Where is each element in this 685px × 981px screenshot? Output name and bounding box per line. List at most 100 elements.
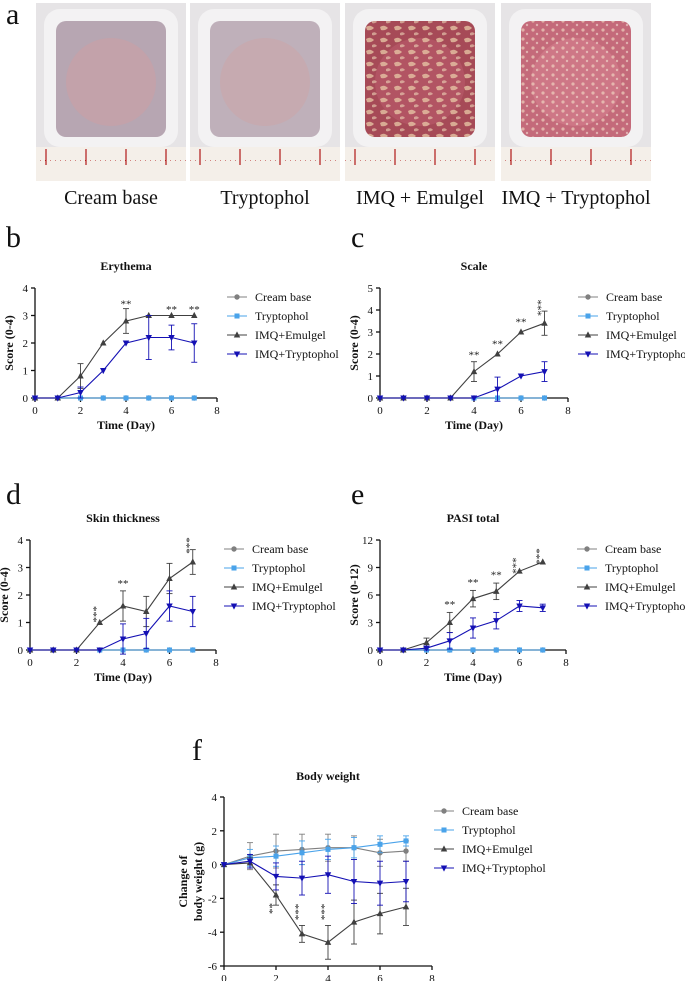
legend-item: Cream base <box>577 542 661 556</box>
lesion-area <box>220 38 310 126</box>
y-tick-label: 4 <box>23 283 29 295</box>
series-tryptophol <box>221 835 409 868</box>
y-tick-label: 1 <box>368 371 374 383</box>
legend-item: IMQ+Tryptophol <box>434 861 546 875</box>
legend-label: IMQ+Tryptophol <box>606 347 685 361</box>
legend-label: IMQ+Emulgel <box>605 580 676 594</box>
legend-label: IMQ+Tryptophol <box>252 599 336 613</box>
legend-label: Tryptophol <box>605 561 659 575</box>
data-point <box>168 311 175 319</box>
data-point <box>493 587 500 594</box>
data-point <box>96 647 103 654</box>
data-point <box>516 647 523 653</box>
significance-marker: ** <box>492 338 503 350</box>
legend-item: Cream base <box>578 290 662 304</box>
legend-label: Cream base <box>606 290 662 304</box>
legend-label: IMQ+Emulgel <box>462 842 533 856</box>
data-point <box>273 853 279 859</box>
data-point <box>230 583 238 590</box>
x-tick-label: 6 <box>518 405 524 417</box>
ruler-ticks <box>345 149 495 161</box>
data-point <box>376 395 384 402</box>
panel-letter-f: f <box>192 734 202 767</box>
chart-e: PASI total 0 3 6 9 12 0 2 4 6 8 Time (Day) Score (0-… <box>347 511 685 684</box>
data-point <box>143 630 150 638</box>
x-tick-label: 0 <box>27 657 33 669</box>
data-point <box>440 845 448 852</box>
significance-marker: ** <box>189 304 200 316</box>
data-point <box>584 546 590 552</box>
data-point <box>122 340 130 347</box>
chart-title: Scale <box>461 259 488 273</box>
data-point <box>446 638 453 645</box>
legend-item: IMQ+Emulgel <box>224 580 323 594</box>
data-point <box>191 311 198 319</box>
data-point <box>50 647 57 654</box>
legend-label: Tryptophol <box>252 561 306 575</box>
data-point <box>233 351 241 358</box>
chart-title: Erythema <box>100 259 151 273</box>
x-tick-label: 2 <box>424 657 430 669</box>
y-tick-label: 4 <box>368 305 374 317</box>
y-tick-label: -2 <box>208 893 217 905</box>
x-tick-label: 8 <box>563 657 569 669</box>
data-point <box>189 608 196 616</box>
y-tick-label: 3 <box>23 311 29 323</box>
legend-label: Cream base <box>252 542 308 556</box>
significance-marker: *** <box>536 300 548 317</box>
legend-label: IMQ+Emulgel <box>606 328 677 342</box>
legend-label: Tryptophol <box>255 309 309 323</box>
series-line <box>30 605 193 651</box>
data-point <box>145 311 152 319</box>
y-axis-label: Score (0-4) <box>0 567 11 622</box>
x-axis-label: Time (Day) <box>97 418 155 432</box>
data-point <box>350 918 358 925</box>
x-tick-label: 4 <box>120 657 126 669</box>
ruler-ticks <box>36 149 186 161</box>
series-line <box>35 336 195 399</box>
data-point <box>470 395 478 402</box>
photo-panel: IMQ + Emulgel <box>345 3 495 209</box>
series-imq-emulgel <box>26 549 196 653</box>
legend-label: Cream base <box>255 290 311 304</box>
panel-letter-c: c <box>351 221 364 254</box>
legend: Cream base Tryptophol IMQ+Emulgel IMQ+Trypt… <box>224 542 336 613</box>
x-tick-label: 4 <box>470 657 476 669</box>
legend-label: IMQ+Tryptophol <box>462 861 546 875</box>
data-point <box>516 567 523 574</box>
series-imq-emulgel <box>376 558 546 653</box>
legend-item: IMQ+Tryptophol <box>224 599 336 613</box>
x-tick-label: 0 <box>221 973 227 981</box>
significance-marker: *** <box>293 904 305 921</box>
significance-marker: ** <box>121 298 132 310</box>
x-tick-label: 2 <box>78 405 84 417</box>
x-tick-label: 8 <box>214 405 220 417</box>
scale-texture <box>365 21 475 137</box>
y-axis-label: Score (0-4) <box>2 315 16 370</box>
panel-letter-d: d <box>6 478 21 511</box>
data-point <box>494 386 501 393</box>
data-point <box>585 313 591 319</box>
y-tick-label: -4 <box>208 927 218 939</box>
data-point <box>233 331 241 338</box>
data-point <box>423 645 430 652</box>
data-point <box>325 846 331 852</box>
data-point <box>583 603 591 610</box>
legend: Cream base Tryptophol IMQ+Emulgel IMQ+Trypt… <box>434 804 546 875</box>
data-point <box>77 372 84 379</box>
legend-item: Cream base <box>227 290 311 304</box>
data-point <box>168 334 175 342</box>
data-point <box>119 636 127 643</box>
data-point <box>376 647 384 654</box>
y-tick-label: 0 <box>368 645 374 657</box>
x-tick-label: 6 <box>517 657 523 669</box>
data-point <box>584 565 590 571</box>
chart-d: Skin thickness 0 1 2 3 4 0 2 4 6 8 Time (Day) Score … <box>0 511 336 684</box>
photo-panel: IMQ + Tryptophol <box>501 3 651 209</box>
legend-item: Tryptophol <box>227 309 309 323</box>
data-point <box>494 350 501 357</box>
x-tick-label: 2 <box>424 405 430 417</box>
data-point <box>583 583 591 590</box>
series-imq-tryptophol <box>376 361 548 402</box>
